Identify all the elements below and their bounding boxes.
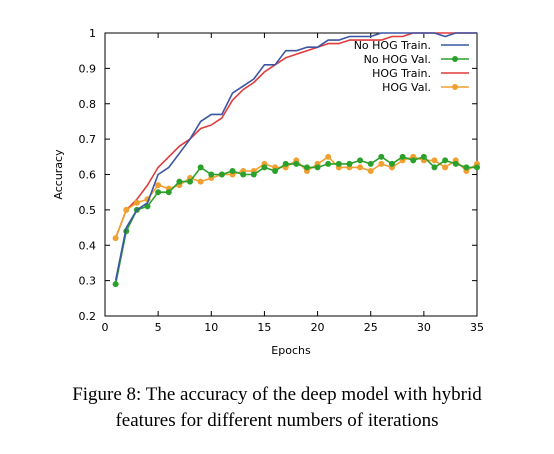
data-point — [474, 164, 480, 171]
data-point — [452, 160, 459, 167]
y-tick-label: 0.8 — [79, 98, 97, 111]
data-point — [261, 164, 268, 171]
y-tick-label: 0.2 — [79, 310, 97, 323]
data-point — [197, 178, 204, 185]
data-point — [357, 164, 364, 171]
data-point — [112, 281, 119, 288]
data-point — [431, 157, 438, 164]
data-point — [123, 206, 130, 213]
data-point — [388, 160, 395, 167]
y-tick-label: 0.4 — [79, 239, 97, 252]
data-point — [218, 171, 225, 178]
data-point — [155, 189, 162, 196]
data-point — [325, 160, 332, 167]
y-tick-label: 0.9 — [79, 62, 97, 75]
data-point — [442, 164, 449, 171]
data-point — [325, 153, 332, 160]
data-point — [378, 160, 385, 167]
series-line-3 — [114, 156, 478, 239]
data-point — [335, 160, 342, 167]
data-point — [346, 160, 353, 167]
y-tick-label: 0.3 — [79, 275, 97, 288]
data-point — [293, 160, 300, 167]
data-point — [420, 153, 427, 160]
x-axis-label: Epochs — [271, 344, 311, 357]
y-tick-label: 0.6 — [79, 169, 97, 182]
data-point — [165, 189, 172, 196]
figure-caption: Figure 8: The accuracy of the deep model… — [0, 382, 554, 434]
y-tick-label: 0.7 — [79, 133, 97, 146]
data-point — [187, 178, 194, 185]
data-point — [399, 153, 406, 160]
series-line-1 — [114, 156, 477, 285]
data-point — [176, 178, 183, 185]
data-point — [133, 199, 140, 206]
data-point — [410, 157, 417, 164]
x-tick-label: 5 — [155, 321, 162, 334]
data-point — [197, 164, 204, 171]
series-line-0 — [114, 32, 477, 281]
legend-swatch-marker — [452, 56, 458, 62]
data-point — [431, 164, 438, 171]
data-point — [357, 157, 364, 164]
data-point — [314, 164, 321, 171]
data-point — [240, 171, 247, 178]
data-point — [229, 167, 236, 174]
x-tick-label: 30 — [417, 321, 431, 334]
x-tick-label: 20 — [311, 321, 325, 334]
data-point — [144, 203, 151, 210]
x-tick-label: 10 — [204, 321, 218, 334]
accuracy-chart: 0 5 10 15 20 25 30 350.20.30.40.50.60.70.80.91 … — [52, 27, 484, 357]
data-point — [378, 153, 385, 160]
legend-swatch-marker — [452, 84, 458, 90]
data-point — [367, 167, 374, 174]
caption-line-2: features for different numbers of iterat… — [115, 410, 439, 431]
data-point — [272, 167, 279, 174]
y-tick-label: 0.5 — [79, 204, 97, 217]
y-tick-label: 1 — [89, 27, 96, 40]
data-point — [250, 171, 257, 178]
x-tick-label: 35 — [470, 321, 484, 334]
x-tick-label: 15 — [257, 321, 271, 334]
legend-label: No HOG Val. — [364, 53, 431, 66]
legend-label: HOG Train. — [372, 67, 431, 80]
data-point — [282, 160, 289, 167]
data-point — [112, 235, 119, 242]
data-point — [303, 164, 310, 171]
caption-line-1: Figure 8: The accuracy of the deep model… — [72, 384, 482, 405]
data-point — [367, 160, 374, 167]
y-axis-label: Accuracy — [52, 149, 65, 200]
legend-label: No HOG Train. — [354, 39, 431, 52]
legend-label: HOG Val. — [382, 81, 431, 94]
data-point — [155, 182, 162, 189]
data-point — [463, 164, 470, 171]
data-point — [208, 171, 215, 178]
data-point — [442, 157, 449, 164]
x-tick-label: 0 — [102, 321, 109, 334]
x-tick-label: 25 — [364, 321, 378, 334]
